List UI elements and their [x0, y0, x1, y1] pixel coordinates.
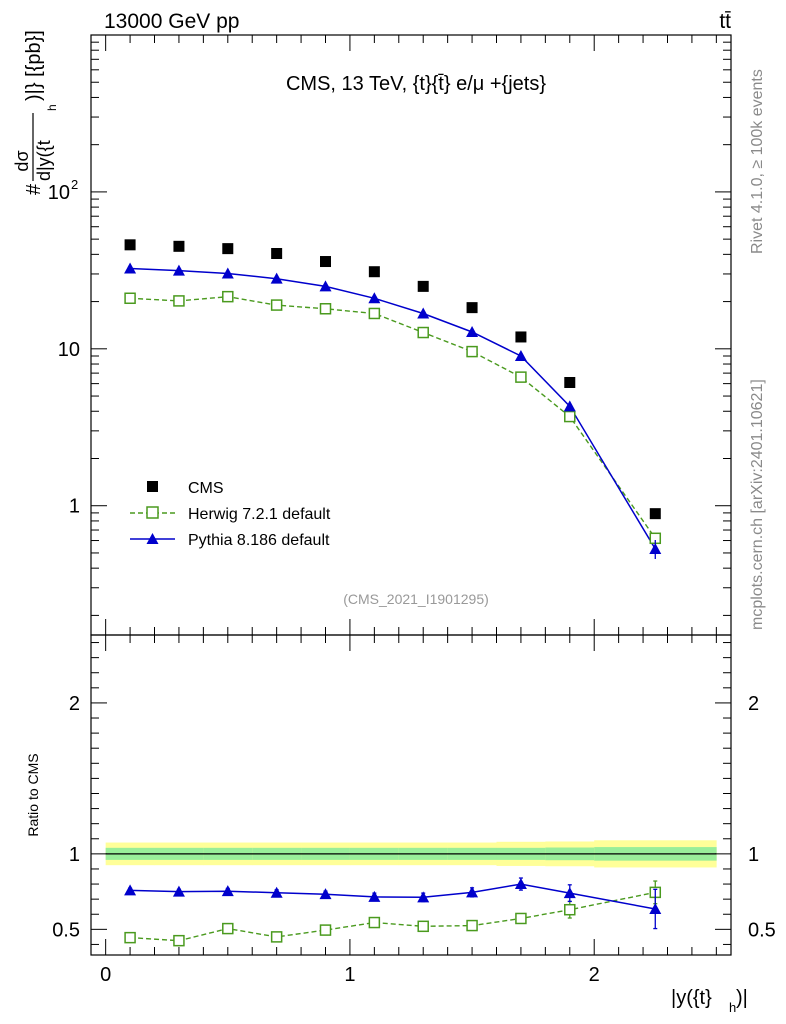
- y-tick-label: 1: [69, 496, 80, 518]
- x-tick-label: 2: [589, 964, 600, 986]
- herwig-ratio-point: [270, 931, 283, 943]
- herwig-line: [130, 295, 656, 539]
- ratio-y-tick-label: 1: [69, 844, 80, 866]
- ratio-panel: 0.5 0.5 1 1 2 2 0 1 2 Ratio to CMS |y({t} h )|: [25, 634, 776, 1015]
- pythia-point: [466, 325, 479, 337]
- herwig-ratio-point: [515, 912, 527, 925]
- herwig-ratio-point: [222, 922, 234, 935]
- herwig-point: [466, 345, 478, 358]
- cms-point: [417, 280, 429, 292]
- process-label: tt̄: [719, 10, 731, 33]
- main-y-axis-label: # dσ d|y({t h )|} [{pb}]: [12, 30, 59, 195]
- pythia-ratio-point: [417, 891, 430, 903]
- pythia-point: [368, 292, 381, 304]
- pythia-point: [563, 400, 576, 412]
- herwig-ratio-point: [466, 919, 478, 932]
- cms-point: [222, 243, 234, 255]
- herwig-ratio-point: [124, 931, 136, 944]
- herwig-ratio-point: [368, 916, 381, 929]
- y-tick-label: 10: [58, 339, 80, 361]
- x-label-main: |y({t}: [671, 987, 712, 1009]
- beam-label: 13000 GeV pp: [104, 10, 239, 33]
- pythia-point: [221, 267, 234, 279]
- pythia-ratio-line: [130, 883, 656, 910]
- plot-title: CMS, 13 TeV, {t}{t̄} e/μ +{jets}: [286, 73, 546, 95]
- herwig-point: [515, 371, 527, 383]
- legend: CMS Herwig 7.2.1 default Pythia 8.186 de…: [130, 480, 331, 549]
- pythia-point: [172, 264, 185, 276]
- legend-herwig-label: Herwig 7.2.1 default: [188, 506, 331, 523]
- ratio-y-tick-label-right: 0.5: [748, 919, 776, 941]
- pythia-point: [417, 307, 430, 319]
- pythia-point: [319, 280, 332, 292]
- cms-point: [649, 508, 661, 520]
- pythia-point: [649, 542, 662, 554]
- pythia-ratio-point: [466, 886, 479, 898]
- legend-pythia-label: Pythia 8.186 default: [188, 532, 330, 549]
- ratio-y-tick-label-right: 1: [748, 844, 759, 866]
- y-label-units: )|} [{pb}]: [23, 30, 45, 101]
- herwig-point: [124, 292, 136, 305]
- x-label-rest: )|: [736, 987, 748, 1009]
- herwig-point: [417, 326, 429, 339]
- ratio-panel-frame: [90, 634, 732, 956]
- ratio-y-axis-label: Ratio to CMS: [25, 753, 41, 836]
- cms-point: [271, 248, 283, 260]
- pythia-point: [514, 349, 527, 361]
- pythia-ratio-point: [368, 890, 381, 902]
- herwig-point: [222, 290, 234, 303]
- y-label-subscript: h: [45, 104, 59, 111]
- y-tick-label-exponent: 2: [71, 177, 78, 192]
- cms-point: [466, 302, 478, 314]
- herwig-ratio-point: [319, 924, 332, 936]
- cms-point: [124, 239, 136, 251]
- pythia-ratio-point: [270, 886, 283, 898]
- pythia-ratio-point: [319, 888, 332, 900]
- y-label-numerator: dσ: [12, 150, 32, 171]
- pythia-point: [270, 272, 283, 284]
- y-tick-label: 10: [48, 182, 70, 204]
- x-axis-label: |y({t} h )|: [671, 987, 748, 1015]
- x-label-subscript: h: [729, 1000, 736, 1015]
- cms-point: [368, 266, 380, 278]
- cms-point: [320, 256, 332, 268]
- cms-point: [515, 331, 527, 343]
- analysis-tag: (CMS_2021_I1901295): [343, 591, 489, 607]
- mcplots-label: mcplots.cern.ch [arXiv:2401.10621]: [749, 379, 766, 630]
- ratio-y-tick-label-right: 2: [748, 693, 759, 715]
- herwig-ratio-point: [417, 920, 429, 933]
- y-label-prefix: #: [23, 183, 45, 195]
- ratio-y-tick-label: 0.5: [52, 919, 80, 941]
- pythia-point: [124, 262, 137, 274]
- herwig-point: [564, 410, 576, 423]
- pythia-ratio-point: [563, 887, 576, 899]
- rivet-version-label: Rivet 4.1.0, ≥ 100k events: [749, 69, 766, 254]
- pythia-ratio-point: [221, 885, 234, 897]
- pythia-ratio-point: [514, 878, 527, 890]
- herwig-point: [319, 303, 332, 315]
- cms-point: [564, 376, 576, 388]
- herwig-ratio-line: [130, 891, 656, 942]
- pythia-ratio-point: [124, 884, 137, 896]
- herwig-point: [173, 295, 185, 307]
- legend-cms-label: CMS: [188, 480, 224, 497]
- ratio-y-tick-label: 2: [69, 693, 80, 715]
- y-label-denominator: d|y({t: [34, 140, 54, 181]
- herwig-point: [270, 299, 283, 311]
- x-tick-label: 0: [100, 964, 111, 986]
- herwig-point: [368, 307, 381, 320]
- legend-herwig-marker: [146, 506, 159, 519]
- herwig-ratio-point: [173, 934, 185, 947]
- pythia-ratio-point: [649, 902, 662, 914]
- main-panel-frame: [90, 34, 732, 636]
- legend-cms-marker: [147, 481, 158, 492]
- pythia-ratio-point: [172, 885, 185, 897]
- cms-point: [173, 240, 185, 252]
- herwig-ratio-point: [564, 903, 576, 916]
- x-tick-label: 1: [344, 964, 355, 986]
- legend-pythia-marker: [146, 533, 159, 544]
